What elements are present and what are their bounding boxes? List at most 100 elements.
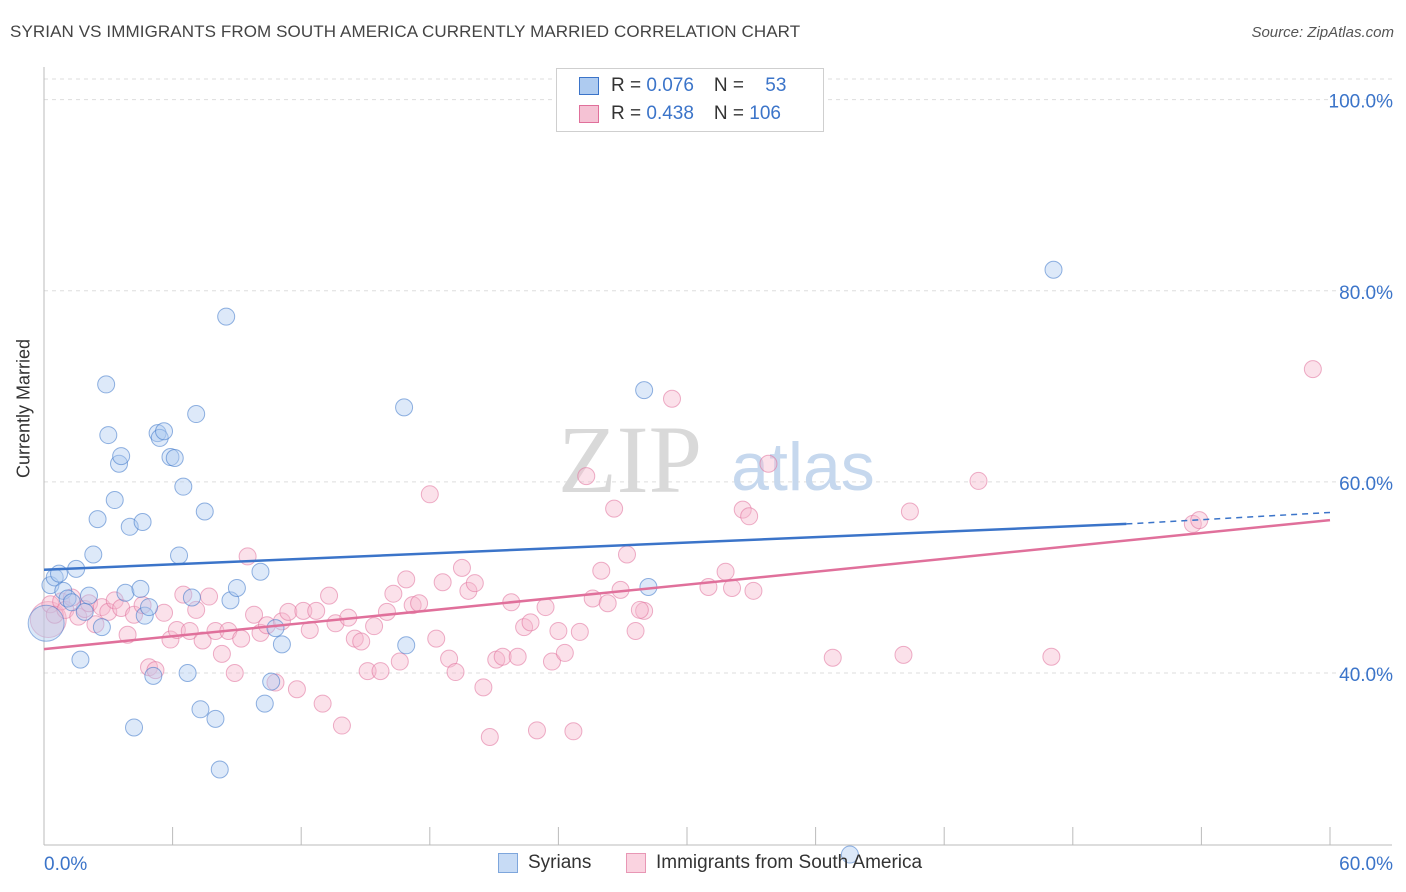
immigrants-point bbox=[320, 586, 339, 605]
immigrants-point bbox=[155, 603, 174, 622]
immigrants-point bbox=[313, 694, 332, 713]
immigrants-point bbox=[307, 601, 326, 620]
legend-item-immigrants: Immigrants from South America bbox=[626, 852, 922, 874]
correlation-legend: R = 0.076 N = 53 R = 0.438 N = 106 bbox=[556, 68, 824, 132]
immigrants-point bbox=[617, 545, 636, 564]
legend-r-value: 0.438 bbox=[646, 103, 694, 124]
immigrants-point bbox=[232, 629, 251, 648]
syrians-point-large bbox=[27, 604, 65, 642]
syrians-point bbox=[191, 700, 210, 719]
syrians-point bbox=[227, 578, 246, 597]
immigrants-point bbox=[630, 600, 649, 619]
immigrants-point bbox=[564, 722, 583, 741]
immigrants-point bbox=[390, 652, 409, 671]
immigrants-point bbox=[245, 605, 264, 624]
immigrants-point bbox=[626, 621, 645, 640]
legend-swatch-immigrants bbox=[579, 105, 599, 123]
immigrants-point bbox=[894, 645, 913, 664]
legend-r-value: 0.076 bbox=[646, 75, 694, 96]
syrians-point bbox=[195, 502, 214, 521]
immigrants-point bbox=[397, 570, 416, 589]
immigrants-point bbox=[900, 502, 919, 521]
syrians-point bbox=[80, 586, 99, 605]
legend-row-syrians: R = 0.076 N = 53 bbox=[579, 74, 786, 98]
immigrants-point bbox=[287, 680, 306, 699]
syrians-point bbox=[262, 672, 281, 691]
x-tick-label: 0.0% bbox=[44, 854, 87, 875]
syrians-point bbox=[187, 405, 206, 424]
syrians-point bbox=[272, 635, 291, 654]
immigrants-point bbox=[225, 664, 244, 682]
immigrants-point bbox=[279, 602, 298, 621]
syrians-point bbox=[165, 449, 184, 467]
series-syrians-points bbox=[27, 260, 1063, 864]
y-tick-labels: 100.0% 80.0% 60.0% 40.0% bbox=[1329, 92, 1394, 686]
trend-lines bbox=[43, 511, 1331, 651]
immigrants-point bbox=[358, 662, 377, 681]
syrians-point bbox=[251, 562, 270, 581]
axes bbox=[43, 67, 1392, 846]
immigrants-point bbox=[410, 594, 429, 613]
legend-n-value: 53 bbox=[765, 75, 787, 96]
syrians-point bbox=[178, 664, 197, 682]
y-tick-label: 80.0% bbox=[1339, 283, 1393, 304]
immigrants-point bbox=[474, 678, 493, 697]
immigrants-point bbox=[549, 621, 568, 640]
immigrants-point bbox=[332, 716, 351, 735]
legend-r-label: R = bbox=[611, 103, 647, 124]
syrians-point bbox=[840, 845, 859, 864]
immigrants-point bbox=[733, 500, 752, 519]
immigrants-point bbox=[592, 561, 611, 580]
immigrants-point bbox=[433, 573, 452, 592]
syrians-point bbox=[133, 513, 152, 532]
syrians-point bbox=[174, 477, 193, 496]
immigrants-point bbox=[521, 613, 540, 632]
syrians-trend-extension bbox=[1126, 511, 1331, 525]
legend-row-immigrants: R = 0.438 N = 106 bbox=[579, 102, 781, 126]
immigrants-point bbox=[294, 601, 313, 620]
legend-item-syrians: Syrians bbox=[498, 852, 591, 874]
syrians-point bbox=[62, 593, 81, 612]
syrians-point bbox=[112, 447, 131, 466]
watermark-atlas: atlas bbox=[731, 429, 875, 505]
syrians-point bbox=[97, 375, 116, 394]
immigrants-point bbox=[365, 617, 384, 636]
syrians-point bbox=[105, 491, 124, 510]
immigrants-point bbox=[536, 598, 555, 617]
syrians-point bbox=[397, 636, 416, 655]
immigrants-point bbox=[1303, 360, 1322, 379]
gridlines bbox=[44, 78, 1392, 674]
syrians-point bbox=[135, 606, 154, 625]
immigrants-point bbox=[403, 596, 422, 615]
immigrants-point bbox=[459, 581, 478, 600]
syrians-point bbox=[92, 618, 111, 637]
syrians-point bbox=[206, 709, 225, 728]
immigrants-point bbox=[371, 662, 390, 681]
syrians-point bbox=[155, 422, 174, 441]
syrians-point bbox=[125, 718, 144, 737]
immigrants-point bbox=[118, 625, 137, 644]
immigrants-point bbox=[493, 647, 512, 666]
syrians-point bbox=[255, 694, 274, 713]
immigrants-point bbox=[598, 594, 617, 613]
immigrants-point bbox=[969, 471, 988, 490]
chart-title: SYRIAN VS IMMIGRANTS FROM SOUTH AMERICA … bbox=[10, 22, 801, 41]
series-immigrants-points bbox=[29, 360, 1322, 747]
syrians-point bbox=[116, 583, 135, 602]
immigrants-point bbox=[577, 467, 596, 486]
immigrants-point bbox=[542, 652, 561, 671]
y-tick-label: 100.0% bbox=[1329, 92, 1394, 113]
syrians-point bbox=[170, 546, 189, 565]
legend-swatch-immigrants bbox=[626, 853, 646, 873]
syrians-point bbox=[131, 579, 150, 598]
immigrants-point bbox=[427, 629, 446, 648]
y-tick-label: 60.0% bbox=[1339, 474, 1393, 495]
immigrants-point bbox=[759, 454, 778, 473]
immigrants-point bbox=[527, 721, 546, 740]
syrians-point bbox=[75, 602, 94, 621]
legend-swatch-syrians bbox=[498, 853, 518, 873]
legend-n-label: N = bbox=[713, 75, 750, 96]
immigrants-point bbox=[420, 485, 439, 504]
immigrants-point bbox=[740, 507, 759, 526]
